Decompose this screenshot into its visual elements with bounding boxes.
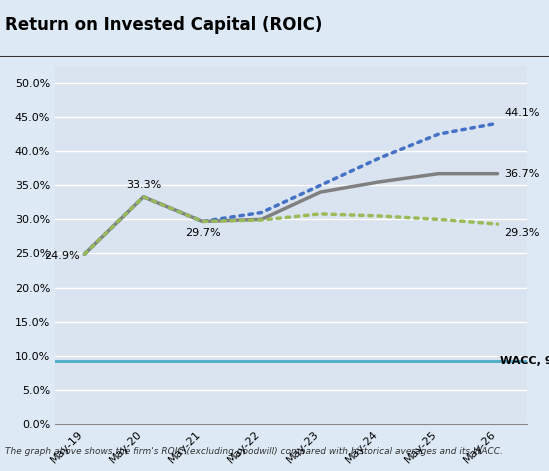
Text: The graph above shows the firm's ROIC (excluding goodwill) compared with histori: The graph above shows the firm's ROIC (e…	[5, 447, 503, 456]
Text: 29.7%: 29.7%	[184, 228, 220, 238]
Text: 33.3%: 33.3%	[126, 180, 161, 190]
Text: 24.9%: 24.9%	[44, 251, 80, 261]
Text: 29.3%: 29.3%	[505, 227, 540, 237]
Text: 36.7%: 36.7%	[505, 169, 540, 179]
Text: WACC, 9.2%: WACC, 9.2%	[501, 356, 549, 366]
Text: 44.1%: 44.1%	[505, 108, 540, 118]
Text: Return on Invested Capital (ROIC): Return on Invested Capital (ROIC)	[5, 16, 323, 34]
